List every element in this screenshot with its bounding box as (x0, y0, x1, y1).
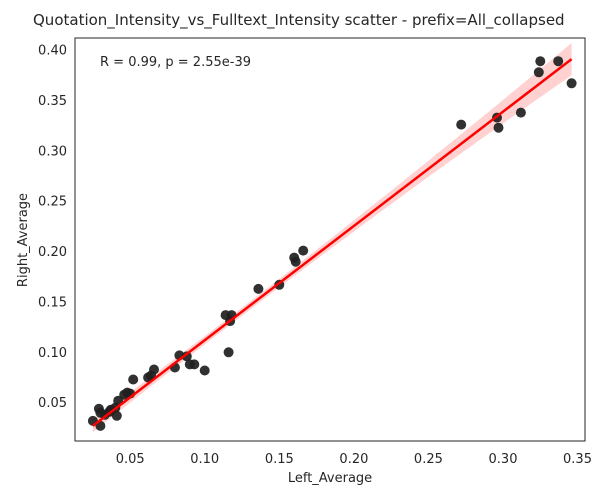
correlation-annotation: R = 0.99, p = 2.55e-39 (100, 55, 251, 70)
y-tick-label: 0.15 (38, 296, 67, 311)
x-tick-label: 0.10 (190, 452, 219, 467)
y-tick-label: 0.25 (38, 195, 67, 210)
data-point (189, 359, 200, 370)
data-point (533, 67, 544, 78)
plot-area-frame (74, 37, 586, 442)
data-point (535, 56, 546, 67)
data-point (566, 78, 577, 89)
fit-line-layer (92, 58, 573, 427)
x-tick-label: 0.15 (265, 452, 294, 467)
confidence-band-layer (92, 43, 572, 433)
data-point (493, 122, 504, 133)
y-tick-label: 0.10 (38, 346, 67, 361)
confidence-band (92, 43, 572, 433)
y-tick-label: 0.05 (38, 396, 67, 411)
data-point (199, 365, 210, 376)
regression-line (92, 58, 573, 427)
data-point (223, 347, 234, 358)
y-tick-label: 0.35 (38, 94, 67, 109)
data-point (253, 283, 264, 294)
y-tick-label: 0.30 (38, 144, 67, 159)
x-tick-label: 0.25 (414, 452, 443, 467)
y-ticks-layer: 0.05 0.10 0.15 0.20 0.25 0.30 0.35 0.40 (38, 44, 67, 412)
x-tick-label: 0.35 (563, 452, 592, 467)
data-point (456, 119, 467, 130)
x-tick-label: 0.30 (489, 452, 518, 467)
chart-title: Quotation_Intensity_vs_Fulltext_Intensit… (33, 11, 565, 30)
x-ticks-layer: 0.05 0.10 0.15 0.20 0.25 0.30 0.35 (116, 452, 592, 467)
data-point (515, 107, 526, 118)
data-point (128, 374, 139, 385)
x-tick-label: 0.20 (339, 452, 368, 467)
data-point (290, 256, 301, 267)
y-axis-label: Right_Average (16, 193, 31, 287)
y-tick-label: 0.20 (38, 245, 67, 260)
data-point (298, 245, 309, 256)
data-point (111, 410, 122, 421)
x-axis-label: Left_Average (288, 471, 372, 486)
x-tick-label: 0.05 (116, 452, 145, 467)
y-tick-label: 0.40 (38, 44, 67, 59)
data-point (149, 364, 159, 375)
data-point (553, 56, 564, 67)
data-point (181, 351, 192, 362)
